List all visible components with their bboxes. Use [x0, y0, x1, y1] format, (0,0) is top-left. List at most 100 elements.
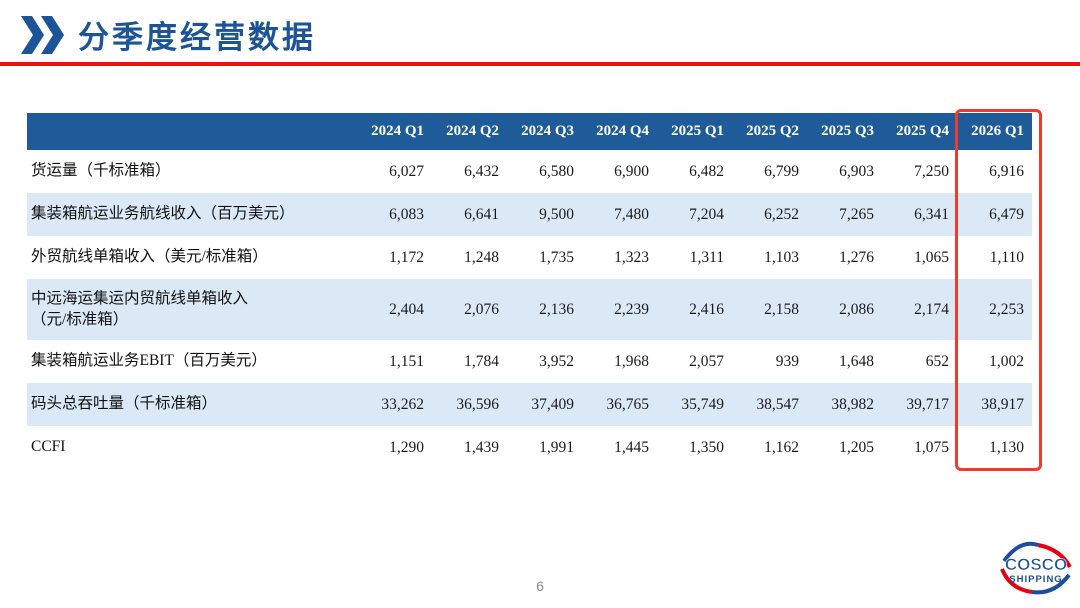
cell: 38,917	[981, 395, 1024, 413]
cell: 1,323	[614, 248, 649, 266]
table-row: 集装箱航运业务航线收入（百万美元） 6,083 6,641 9,500 7,480 7,2…	[27, 193, 1032, 236]
row-label: 货运量（千标准箱）	[31, 162, 171, 180]
cell: 1,784	[464, 352, 499, 370]
row-label: CCFI	[31, 438, 66, 456]
cell: 37,409	[531, 395, 574, 413]
column-header-2025-q3: 2025 Q3	[807, 113, 882, 150]
cell: 2,057	[689, 352, 724, 370]
column-header-2024-q3: 2024 Q3	[507, 113, 582, 150]
cell: 9,500	[539, 205, 574, 223]
cell: 2,239	[614, 300, 649, 318]
logo-arc-bottom-right	[1031, 573, 1071, 595]
logo-text-cosco: COSCO	[1005, 555, 1067, 574]
cell: 6,641	[464, 205, 499, 223]
cell: 6,482	[689, 162, 724, 180]
cell: 3,952	[539, 352, 574, 370]
row-label: 码头总吞吐量（千标准箱）	[31, 395, 218, 413]
cell: 38,982	[831, 395, 874, 413]
cell: 1,290	[389, 438, 424, 456]
cell: 6,900	[614, 162, 649, 180]
cell: 1,172	[389, 248, 424, 266]
column-header-2024-q1: 2024 Q1	[357, 113, 432, 150]
cell: 1,648	[839, 352, 874, 370]
cell: 2,404	[389, 300, 424, 318]
cell: 2,086	[839, 300, 874, 318]
cell: 1,350	[689, 438, 724, 456]
cell: 1,075	[914, 438, 949, 456]
column-header-2024-q2: 2024 Q2	[432, 113, 507, 150]
cell: 1,439	[464, 438, 499, 456]
cell: 35,749	[681, 395, 724, 413]
cell: 2,158	[764, 300, 799, 318]
cell: 6,903	[839, 162, 874, 180]
cell: 1,276	[839, 248, 874, 266]
cell: 2,416	[689, 300, 724, 318]
cell: 1,002	[989, 352, 1024, 370]
cell: 6,432	[464, 162, 499, 180]
title-divider	[0, 62, 1080, 66]
cell: 6,341	[914, 205, 949, 223]
cell: 1,968	[614, 352, 649, 370]
cell: 1,445	[614, 438, 649, 456]
table-row: 码头总吞吐量（千标准箱） 33,262 36,596 37,409 36,765 35,7…	[27, 383, 1032, 426]
column-header-2026-q1: 2026 Q1	[957, 113, 1032, 150]
cosco-shipping-logo: COSCO SHIPPING	[998, 537, 1074, 604]
row-label: 中远海运集运内贸航线单箱收入 （元/标准箱）	[31, 289, 249, 328]
cell: 1,248	[464, 248, 499, 266]
cell: 36,596	[456, 395, 499, 413]
cell: 6,479	[989, 205, 1024, 223]
cell: 38,547	[756, 395, 799, 413]
cell: 7,204	[689, 205, 724, 223]
cell: 2,253	[989, 300, 1024, 318]
cell: 6,083	[389, 205, 424, 223]
title-bar: 分季度经营数据	[20, 12, 316, 57]
cell: 939	[775, 352, 799, 370]
logo-arc-top-left	[1002, 541, 1039, 563]
cell: 36,765	[606, 395, 649, 413]
page-number: 6	[536, 578, 544, 594]
cell: 6,027	[389, 162, 424, 180]
cell: 1,991	[539, 438, 574, 456]
table-row: 中远海运集运内贸航线单箱收入 （元/标准箱） 2,404 2,076 2,136 2,2…	[27, 279, 1032, 340]
page-title: 分季度经营数据	[78, 20, 316, 55]
cell: 1,065	[914, 248, 949, 266]
cell: 2,076	[464, 300, 499, 318]
cell: 1,205	[839, 438, 874, 456]
cell: 1,162	[764, 438, 799, 456]
cell: 1,311	[689, 248, 724, 266]
table-row: 货运量（千标准箱） 6,027 6,432 6,580 6,900 6,482 6,799 6…	[27, 150, 1032, 193]
cell: 7,480	[614, 205, 649, 223]
table-corner-cell	[27, 113, 357, 150]
table-row: 集装箱航运业务EBIT（百万美元） 1,151 1,784 3,952 1,968 2,0…	[27, 340, 1032, 383]
quarterly-data-table: 2024 Q1 2024 Q2 2024 Q3 2024 Q4 2025 Q1 2025 …	[27, 113, 1032, 469]
cell: 1,151	[389, 352, 424, 370]
logo-arc-top-right	[1037, 543, 1072, 569]
table-row: CCFI 1,290 1,439 1,991 1,445 1,350 1,162 1,205 1…	[27, 426, 1032, 469]
table-header: 2024 Q1 2024 Q2 2024 Q3 2024 Q4 2025 Q1 2025 …	[27, 113, 1032, 150]
table-body: 货运量（千标准箱） 6,027 6,432 6,580 6,900 6,482 6,799 6…	[27, 150, 1032, 469]
row-label: 集装箱航运业务EBIT（百万美元）	[31, 352, 267, 370]
cell: 652	[925, 352, 949, 370]
column-header-2024-q4: 2024 Q4	[582, 113, 657, 150]
cell: 6,252	[764, 205, 799, 223]
cell: 1,735	[539, 248, 574, 266]
cell: 6,916	[989, 162, 1024, 180]
cell: 7,250	[914, 162, 949, 180]
cell: 2,174	[914, 300, 949, 318]
row-label: 外贸航线单箱收入（美元/标准箱）	[31, 248, 268, 266]
cell: 33,262	[381, 395, 424, 413]
cell: 1,110	[989, 248, 1024, 266]
cell: 39,717	[906, 395, 949, 413]
column-header-2025-q4: 2025 Q4	[882, 113, 957, 150]
table-row: 外贸航线单箱收入（美元/标准箱） 1,172 1,248 1,735 1,323 1,31…	[27, 236, 1032, 279]
cell: 6,799	[764, 162, 799, 180]
column-header-2025-q1: 2025 Q1	[657, 113, 732, 150]
cell: 2,136	[539, 300, 574, 318]
logo-arc-bottom-left	[1000, 568, 1033, 594]
cell: 6,580	[539, 162, 574, 180]
column-header-2025-q2: 2025 Q2	[732, 113, 807, 150]
logo-text-shipping: SHIPPING	[1009, 574, 1062, 585]
cell: 1,130	[989, 438, 1024, 456]
double-chevron-icon	[21, 15, 64, 54]
